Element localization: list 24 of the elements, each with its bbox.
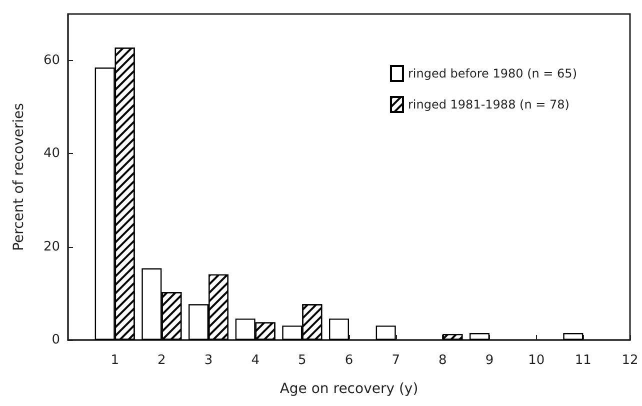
x-tick-label: 12 — [622, 353, 638, 368]
bar — [563, 333, 584, 340]
y-tick-label: 60 — [43, 53, 60, 68]
x-tick-label: 6 — [344, 353, 354, 368]
y-tick-label: 0 — [52, 332, 60, 348]
x-tick-label: 4 — [251, 353, 260, 368]
x-tick-label: 1 — [110, 353, 119, 368]
y-tick-label: 20 — [43, 239, 60, 254]
x-tick-label: 8 — [438, 353, 447, 368]
x-tick-label: 11 — [574, 353, 592, 368]
x-axis-title: Age on recovery (y) — [280, 381, 418, 397]
bar — [470, 333, 490, 340]
x-tick-label: 5 — [298, 353, 306, 368]
x-tick-label: 10 — [528, 353, 545, 368]
x-tick-label: 7 — [392, 353, 400, 368]
bar — [329, 318, 349, 340]
legend-label: ringed 1981-1988 (n = 78) — [408, 98, 570, 112]
bar — [376, 326, 396, 340]
y-axis-title: Percent of recoveries — [11, 103, 27, 251]
x-tick-label: 3 — [204, 353, 213, 368]
x-tick-label: 2 — [158, 353, 166, 368]
y-tick-label: 40 — [43, 146, 60, 162]
x-tick-label: 9 — [485, 353, 494, 368]
legend-label: ringed before 1980 (n = 65) — [408, 66, 577, 80]
